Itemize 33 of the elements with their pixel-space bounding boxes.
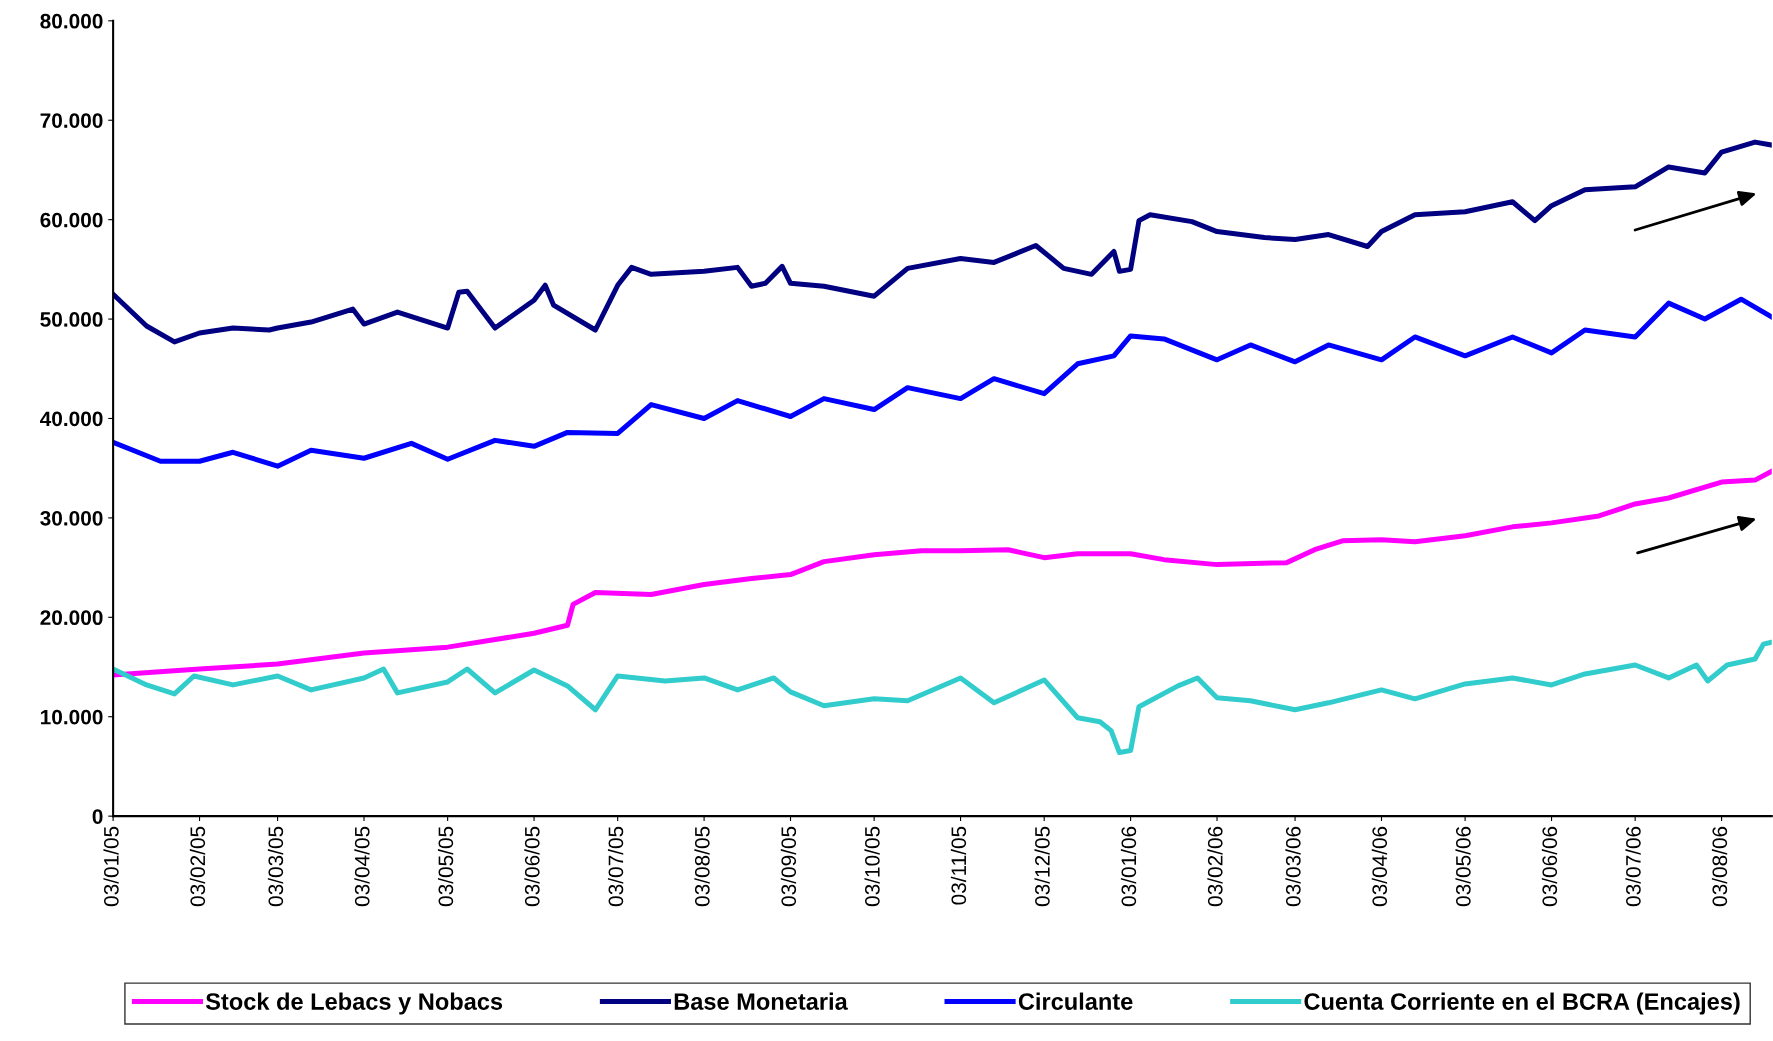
y-tick-label: 50.000 <box>40 312 103 327</box>
legend-label: Cuenta Corriente en el BCRA (Encajes) <box>1304 992 1740 1015</box>
legend-label: Circulante <box>1018 992 1133 1010</box>
y-tick-label: 70.000 <box>40 113 103 128</box>
y-tick-label: 20.000 <box>40 610 103 626</box>
x-tick-label: 03/12/05 <box>1034 826 1050 907</box>
y-tick-label: 10.000 <box>40 709 103 725</box>
y-tick-label: 60.000 <box>40 212 103 228</box>
x-tick-label: 03/03/05 <box>267 826 284 907</box>
x-tick-label: 03/01/05 <box>103 826 119 907</box>
x-tick-label: 03/05/06 <box>1455 826 1471 907</box>
legend-label: Base Monetaria <box>674 992 848 1010</box>
x-tick-label: 03/03/06 <box>1285 826 1301 907</box>
x-tick-label: 03/01/06 <box>1120 826 1137 907</box>
y-tick-label: 80.000 <box>40 13 103 29</box>
x-tick-label: 03/10/05 <box>864 826 880 907</box>
x-tick-label: 03/08/06 <box>1711 826 1728 907</box>
legend-label: Stock de Lebacs y Nobacs <box>205 992 503 1015</box>
x-tick-label: 03/07/06 <box>1625 826 1641 907</box>
x-tick-label: 03/09/05 <box>780 826 797 907</box>
x-tick-label: 03/02/06 <box>1207 826 1223 907</box>
x-tick-label: 03/08/05 <box>694 826 710 907</box>
x-tick-label: 03/06/05 <box>524 826 540 907</box>
x-tick-label: 03/02/05 <box>189 826 206 907</box>
x-tick-label: 03/04/05 <box>354 826 370 907</box>
x-tick-label: 03/04/06 <box>1371 826 1388 907</box>
y-tick-label: 0 <box>92 809 103 824</box>
x-tick-label: 03/07/05 <box>607 826 624 907</box>
y-tick-label: 40.000 <box>40 411 103 427</box>
x-tick-label: 03/05/05 <box>437 826 454 907</box>
y-tick-label: 30.000 <box>40 510 103 526</box>
x-tick-label: 03/11/05 <box>950 826 967 905</box>
x-tick-label: 03/06/06 <box>1541 826 1558 907</box>
